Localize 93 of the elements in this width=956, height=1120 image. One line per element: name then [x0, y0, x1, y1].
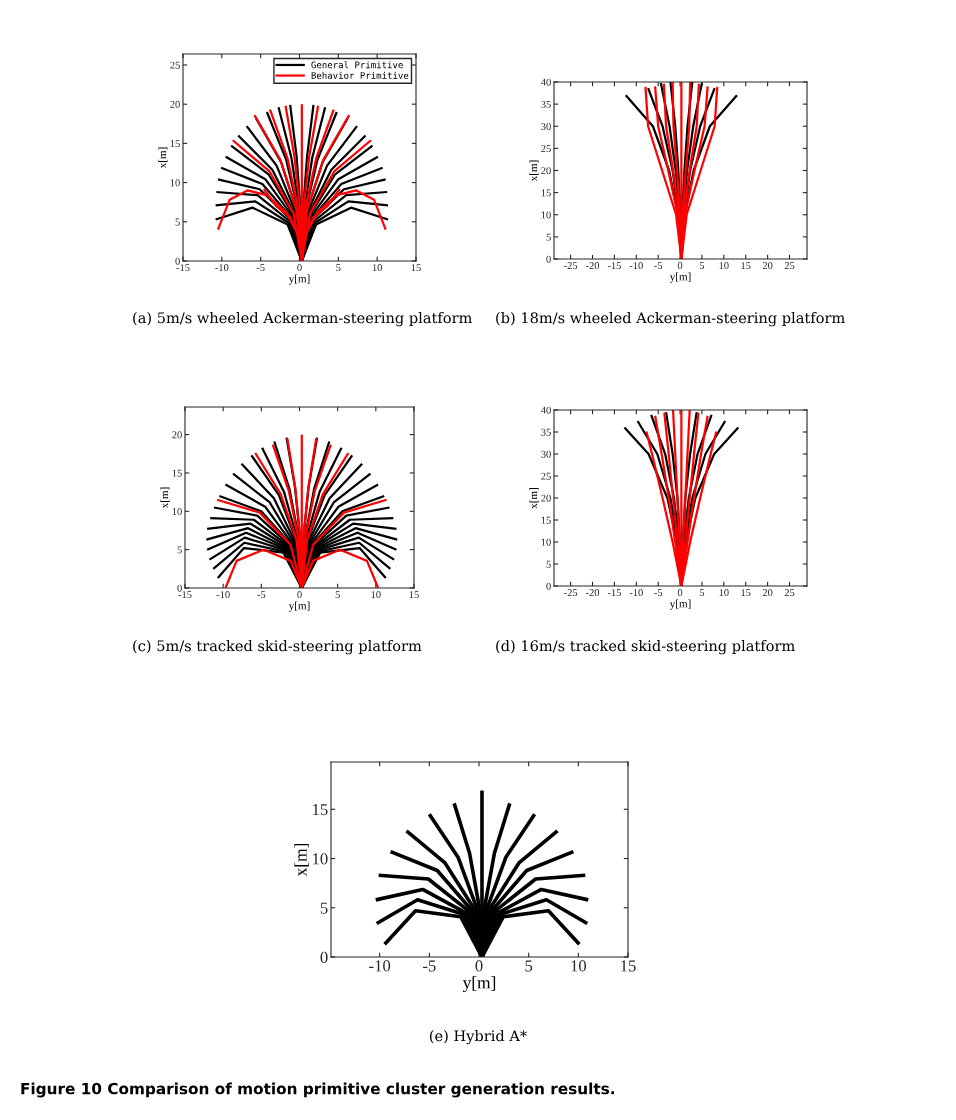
x-tick-label: -10 — [215, 264, 229, 272]
y-tick-label: 0 — [175, 257, 180, 265]
x-axis-title: y[m] — [288, 274, 310, 285]
x-tick-label: -25 — [564, 589, 578, 597]
y-tick-label: 10 — [172, 507, 182, 516]
x-tick-label: 15 — [741, 262, 751, 270]
y-tick-label: 5 — [177, 546, 182, 554]
y-tick-label: 20 — [172, 431, 182, 439]
x-tick-label: 20 — [762, 262, 773, 270]
y-axis-title: x[m] — [160, 487, 170, 509]
y-tick-label: 40 — [541, 406, 551, 414]
x-tick-label: -25 — [564, 262, 578, 270]
y-tick-label: 40 — [541, 78, 551, 86]
x-axis-title: y[m] — [669, 599, 691, 610]
text: (c) 5m/s tracked skid-steering platform — [133, 640, 422, 655]
y-tick-label: 30 — [541, 122, 551, 130]
y-tick-label: 25 — [541, 472, 551, 480]
y-tick-label: 35 — [541, 428, 551, 436]
y-tick-label: 20 — [541, 167, 551, 175]
y-tick-label: 0 — [546, 582, 551, 590]
x-tick-label: 10 — [719, 262, 729, 270]
y-axis-title: x[m] — [158, 147, 168, 169]
y-axis-title: x[m] — [529, 160, 539, 182]
text: (e) Hybrid A* — [429, 1030, 527, 1045]
legend-label: Behavior Primitive — [311, 71, 409, 79]
x-tick-label: 0 — [297, 264, 302, 272]
x-tick-label: 15 — [621, 960, 636, 972]
x-axis-title: y[m] — [669, 272, 691, 283]
y-tick-label: 5 — [546, 233, 551, 241]
x-tick-label: 0 — [475, 960, 483, 972]
x-tick-label: -15 — [178, 591, 192, 599]
x-tick-label: -10 — [629, 589, 643, 597]
x-tick-label: -5 — [423, 960, 436, 972]
text: (d) 16m/s tracked skid-steering platform — [496, 640, 795, 655]
y-tick-label: 5 — [320, 902, 328, 914]
y-tick-label: 20 — [541, 494, 551, 502]
x-tick-label: 10 — [371, 591, 381, 599]
caption: Figure 10 Comparison of motion primitive cluster generation results. — [21, 1082, 614, 1098]
x-tick-label: -10 — [629, 262, 643, 270]
x-axis-title: y[m] — [462, 976, 496, 993]
x-tick-label: 10 — [571, 960, 587, 972]
x-tick-label: 15 — [411, 264, 421, 272]
y-tick-label: 25 — [541, 145, 551, 153]
x-tick-label: -20 — [585, 589, 600, 597]
text: (a) 5m/s wheeled Ackerman-steering platform — [133, 312, 472, 327]
y-axis-title: x[m] — [529, 488, 539, 509]
y-tick-label: 10 — [541, 538, 551, 546]
x-tick-label: -5 — [256, 264, 265, 272]
x-tick-label: 10 — [372, 264, 382, 272]
x-tick-label: 0 — [677, 262, 683, 270]
y-tick-label: 25 — [170, 61, 180, 69]
y-axis-title: x[m] — [294, 843, 309, 877]
x-tick-label: 5 — [699, 262, 705, 270]
x-tick-label: -10 — [369, 960, 391, 972]
y-tick-label: 15 — [313, 804, 328, 816]
y-tick-label: 15 — [541, 189, 551, 197]
x-tick-label: 5 — [335, 591, 340, 599]
x-tick-label: -5 — [257, 591, 266, 599]
y-tick-label: 10 — [541, 211, 551, 219]
x-tick-label: 15 — [409, 591, 419, 599]
y-tick-label: 35 — [541, 100, 551, 108]
legend-label: General Primitive — [311, 61, 403, 69]
x-tick-label: -5 — [654, 262, 663, 270]
x-tick-label: 0 — [677, 589, 683, 597]
x-tick-label: -15 — [176, 264, 190, 272]
y-tick-label: 0 — [320, 951, 328, 963]
x-tick-label: 25 — [784, 589, 795, 597]
x-axis-title: y[m] — [288, 601, 310, 612]
x-tick-label: 25 — [784, 262, 795, 270]
y-tick-label: 20 — [170, 100, 180, 108]
y-tick-label: 30 — [541, 450, 551, 458]
x-tick-label: 15 — [741, 589, 751, 597]
y-tick-label: 5 — [546, 560, 551, 568]
x-tick-label: -10 — [216, 591, 230, 599]
y-tick-label: 15 — [541, 516, 551, 524]
x-tick-label: 20 — [762, 589, 773, 597]
x-tick-label: -15 — [607, 589, 621, 597]
y-tick-label: 0 — [177, 584, 182, 592]
y-tick-label: 10 — [170, 179, 180, 187]
x-tick-label: 5 — [699, 589, 705, 597]
y-tick-label: 5 — [175, 218, 180, 226]
y-tick-label: 10 — [313, 853, 328, 865]
x-tick-label: 5 — [336, 264, 341, 272]
y-tick-label: 0 — [546, 255, 551, 263]
x-tick-label: -20 — [585, 262, 600, 270]
x-tick-label: -15 — [607, 262, 621, 270]
text: (b) 18m/s wheeled Ackerman-steering platform — [496, 312, 845, 327]
x-tick-label: 5 — [525, 960, 533, 972]
y-tick-label: 15 — [172, 469, 182, 477]
x-tick-label: 0 — [297, 591, 302, 599]
x-tick-label: 10 — [719, 589, 729, 597]
x-tick-label: -5 — [654, 589, 663, 597]
y-tick-label: 15 — [170, 140, 180, 148]
